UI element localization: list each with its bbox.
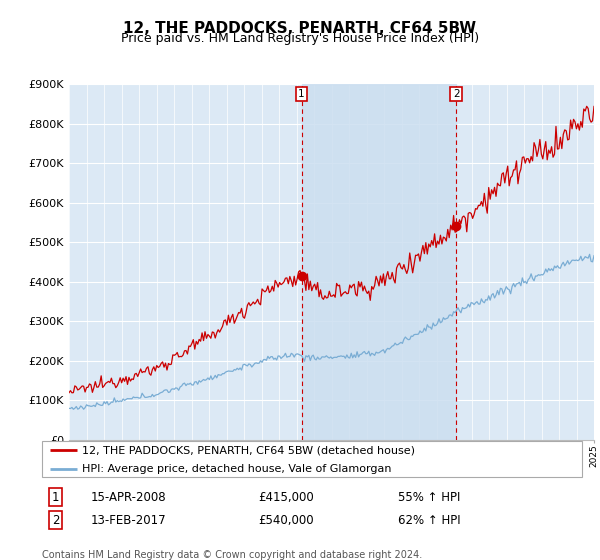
Text: 1: 1 xyxy=(52,491,59,503)
Text: 1: 1 xyxy=(298,89,305,99)
Text: 13-FEB-2017: 13-FEB-2017 xyxy=(91,514,166,527)
Text: £415,000: £415,000 xyxy=(258,491,314,503)
Bar xyxy=(302,84,456,440)
Text: 12, THE PADDOCKS, PENARTH, CF64 5BW (detached house): 12, THE PADDOCKS, PENARTH, CF64 5BW (det… xyxy=(83,445,415,455)
Text: Price paid vs. HM Land Registry's House Price Index (HPI): Price paid vs. HM Land Registry's House … xyxy=(121,32,479,45)
Text: Contains HM Land Registry data © Crown copyright and database right 2024.
This d: Contains HM Land Registry data © Crown c… xyxy=(42,550,422,560)
Text: 2: 2 xyxy=(52,514,59,527)
Text: 62% ↑ HPI: 62% ↑ HPI xyxy=(398,514,461,527)
FancyBboxPatch shape xyxy=(42,441,582,477)
Text: HPI: Average price, detached house, Vale of Glamorgan: HPI: Average price, detached house, Vale… xyxy=(83,464,392,474)
Text: £540,000: £540,000 xyxy=(258,514,314,527)
Text: 2: 2 xyxy=(453,89,460,99)
Text: 12, THE PADDOCKS, PENARTH, CF64 5BW: 12, THE PADDOCKS, PENARTH, CF64 5BW xyxy=(124,21,476,36)
Text: 55% ↑ HPI: 55% ↑ HPI xyxy=(398,491,461,503)
Text: 15-APR-2008: 15-APR-2008 xyxy=(91,491,166,503)
